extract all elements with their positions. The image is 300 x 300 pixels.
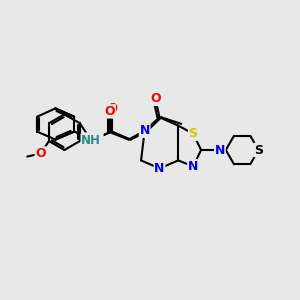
Text: N: N xyxy=(188,160,198,173)
Text: NH: NH xyxy=(81,134,101,147)
Text: N: N xyxy=(215,143,225,157)
Text: N: N xyxy=(140,124,150,137)
Text: O: O xyxy=(105,105,115,118)
Text: O: O xyxy=(107,103,117,116)
Text: S: S xyxy=(189,127,198,140)
Text: O: O xyxy=(150,92,161,105)
Text: NH: NH xyxy=(83,133,103,146)
Text: O: O xyxy=(35,147,46,160)
Text: S: S xyxy=(254,143,263,157)
Text: N: N xyxy=(154,162,165,175)
